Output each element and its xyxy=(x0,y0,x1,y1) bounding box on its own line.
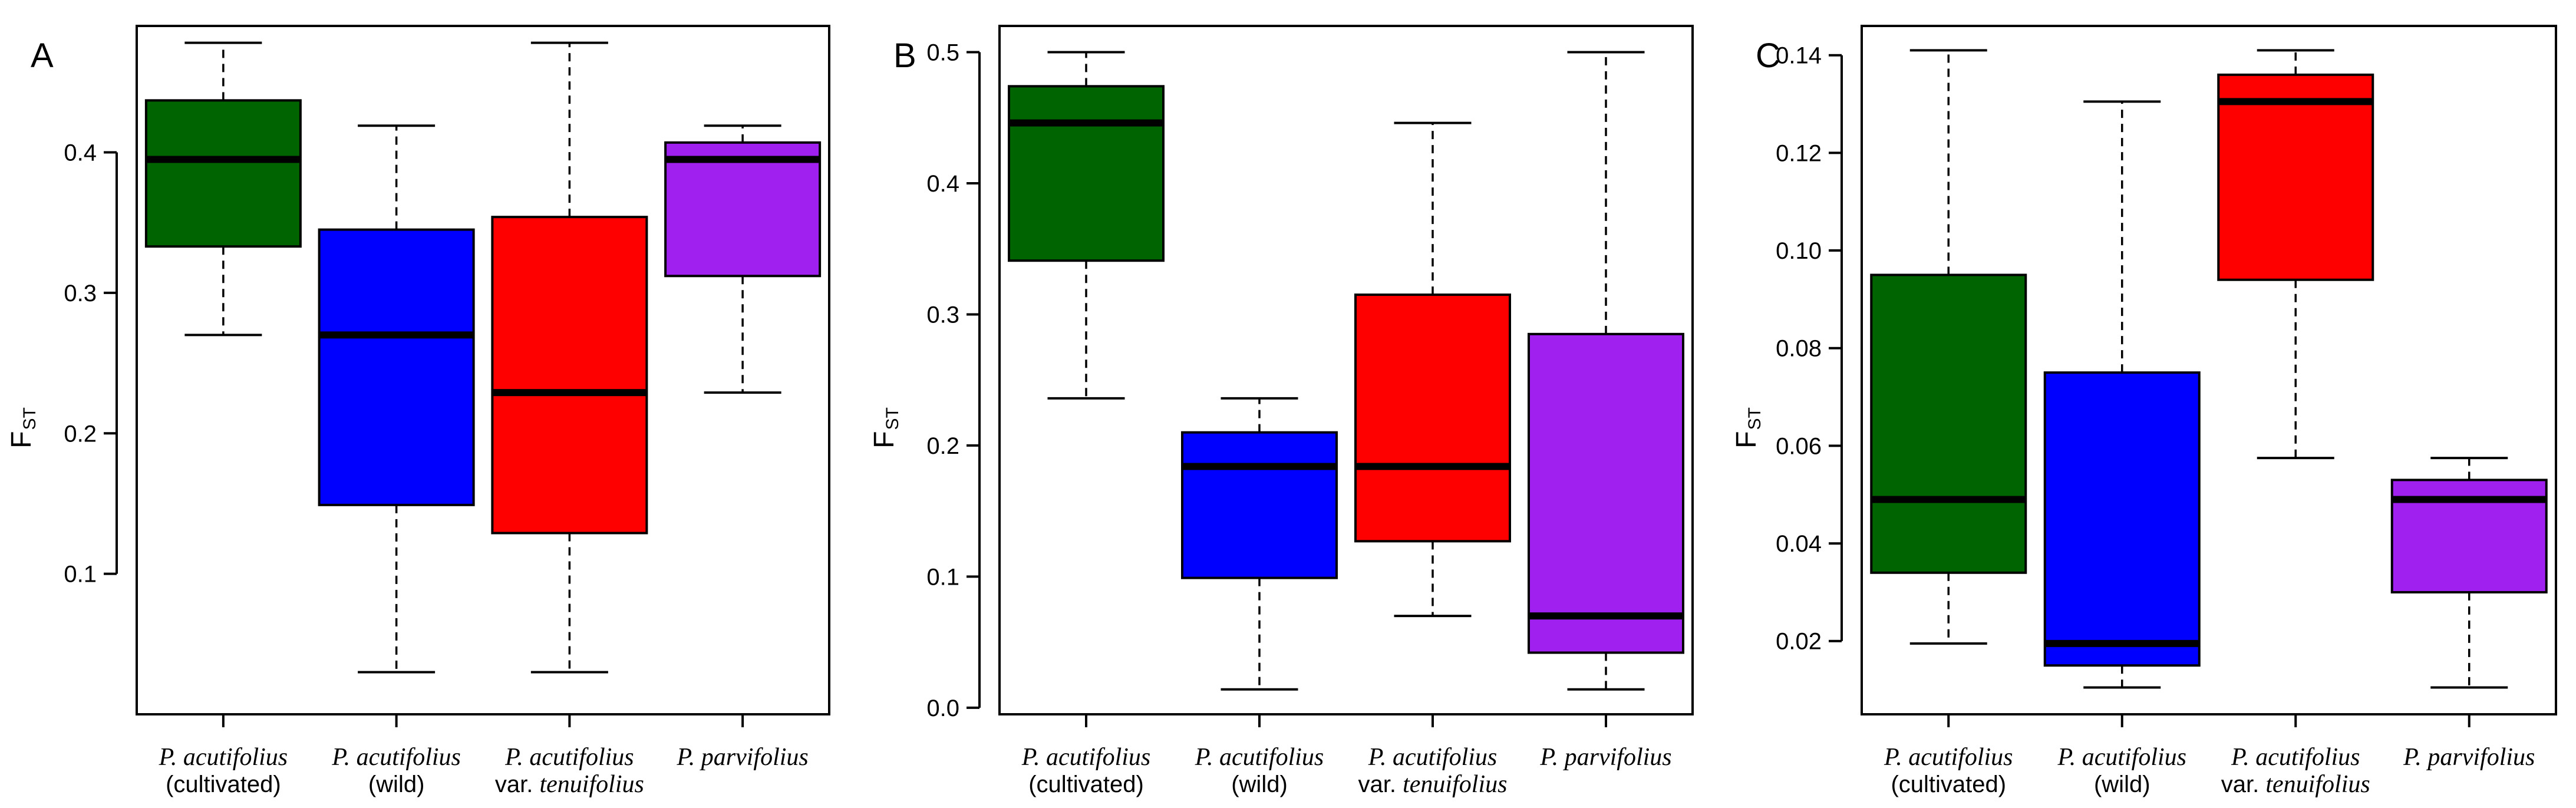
y-tick-label: 0.2 xyxy=(64,421,97,447)
iqr-box xyxy=(1870,273,2027,574)
y-tick-label: 0.2 xyxy=(926,433,959,459)
y-axis-title-subscript: ST xyxy=(20,407,39,430)
y-tick-label: 0.1 xyxy=(926,564,959,590)
y-tick-label: 0.1 xyxy=(64,562,97,588)
category-qualifier-label: (wild) xyxy=(1231,771,1288,797)
category-species-label: P. parvifolius xyxy=(1539,744,1671,771)
y-axis-title: FST xyxy=(6,407,39,448)
category-species-label: P. acutifolius xyxy=(2057,744,2186,771)
category-species-label: P. acutifolius xyxy=(1368,744,1498,771)
y-axis-title-main: F xyxy=(6,431,37,448)
panel-label: C xyxy=(1756,37,1780,75)
category-qualifier-label: (wild) xyxy=(2094,771,2150,797)
category-qualifier-label: var. tenuifolius xyxy=(495,771,644,798)
y-tick-label: 0.4 xyxy=(64,140,97,166)
iqr-box xyxy=(1181,431,1338,579)
y-tick-label: 0.5 xyxy=(926,39,959,65)
category-qualifier-label: var. tenuifolius xyxy=(1358,771,1508,798)
y-tick-label: 0.12 xyxy=(1776,140,1822,166)
iqr-box xyxy=(318,228,475,506)
y-axis-title-subscript: ST xyxy=(1745,407,1764,430)
y-tick-label: 0.04 xyxy=(1776,531,1822,557)
box-1: P. acutifolius(cultivated) xyxy=(1870,49,2027,797)
iqr-box xyxy=(1354,293,1511,543)
y-tick-label: 0.10 xyxy=(1776,238,1822,264)
category-qualifier-label: (wild) xyxy=(368,771,425,797)
iqr-box xyxy=(491,216,648,535)
category-species-label: P. acutifolius xyxy=(1021,744,1151,771)
y-tick-label: 0.3 xyxy=(64,281,97,306)
y-axis-title-main: F xyxy=(869,431,900,448)
category-species-label: P. parvifolius xyxy=(677,744,809,771)
category-species-label: P. acutifolius xyxy=(1195,744,1324,771)
iqr-box xyxy=(1528,332,1684,654)
box-2: P. acutifolius(wild) xyxy=(1181,397,1338,797)
box-1: P. acutifolius(cultivated) xyxy=(1008,51,1165,797)
y-axis-title: FST xyxy=(869,407,902,448)
y-tick-label: 0.06 xyxy=(1776,433,1822,459)
category-species-label: P. parvifolius xyxy=(2403,744,2535,771)
panel-label: B xyxy=(893,37,916,75)
iqr-box xyxy=(2043,371,2201,667)
y-tick-label: 0.0 xyxy=(926,695,959,721)
panel-label: A xyxy=(31,37,54,75)
box-4: P. parvifolius xyxy=(664,124,822,771)
iqr-box xyxy=(1008,85,1165,262)
y-tick-label: 0.14 xyxy=(1776,43,1822,69)
y-tick-label: 0.3 xyxy=(926,302,959,328)
iqr-box xyxy=(144,99,302,248)
box-2: P. acutifolius(wild) xyxy=(2043,100,2201,797)
y-tick-label: 0.02 xyxy=(1776,629,1822,655)
y-tick-label: 0.4 xyxy=(926,171,959,197)
y-axis-title: FST xyxy=(1731,407,1764,448)
category-species-label: P. acutifolius xyxy=(159,744,288,771)
category-species-label: P. acutifolius xyxy=(331,744,461,771)
box-1: P. acutifolius(cultivated) xyxy=(144,41,302,797)
box-4: P. parvifolius xyxy=(2390,457,2548,771)
category-species-label: P. acutifolius xyxy=(1884,744,2013,771)
category-qualifier-label: (cultivated) xyxy=(1028,771,1144,797)
category-species-label: P. acutifolius xyxy=(2231,744,2360,771)
box-2: P. acutifolius(wild) xyxy=(318,124,475,797)
iqr-box xyxy=(664,141,822,278)
iqr-box xyxy=(2217,73,2374,281)
box-4: P. parvifolius xyxy=(1528,51,1684,771)
category-qualifier-label: (cultivated) xyxy=(166,771,281,797)
category-qualifier-label: var. tenuifolius xyxy=(2221,771,2370,798)
category-qualifier-label: (cultivated) xyxy=(1891,771,2006,797)
panel-c: C 0.02 0.04 0.06 0.08 0.10 0.12 0.14 FST P. acuti… xyxy=(1731,25,2557,798)
y-tick-label: 0.08 xyxy=(1776,336,1822,362)
y-axis-title-main: F xyxy=(1731,431,1762,448)
y-axis-title-subscript: ST xyxy=(883,407,902,430)
category-species-label: P. acutifolius xyxy=(504,744,634,771)
